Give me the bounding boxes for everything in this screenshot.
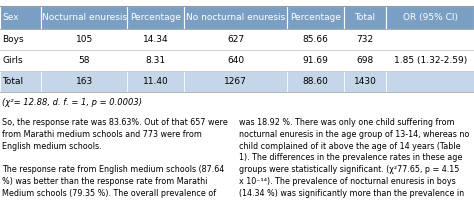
Text: 698: 698	[356, 56, 374, 65]
Bar	[287, 29, 344, 50]
Text: Boys: Boys	[2, 35, 24, 44]
Bar	[184, 50, 287, 71]
Text: So, the response rate was 83.63%. Out of that 657 were
from Marathi medium schoo: So, the response rate was 83.63%. Out of…	[2, 118, 235, 200]
Bar	[386, 50, 474, 71]
Bar	[386, 71, 474, 92]
Text: (χ²= 12.88, d. f. = 1, p = 0.0003): (χ²= 12.88, d. f. = 1, p = 0.0003)	[2, 98, 142, 107]
Text: 105: 105	[76, 35, 93, 44]
Text: 88.60: 88.60	[302, 77, 328, 86]
Text: 91.69: 91.69	[302, 56, 328, 65]
Text: Nocturnal enuresis: Nocturnal enuresis	[42, 13, 127, 22]
Bar	[0, 29, 42, 50]
Text: 1430: 1430	[354, 77, 376, 86]
Bar	[287, 6, 344, 29]
Bar	[344, 6, 386, 29]
Bar	[184, 71, 287, 92]
Bar	[344, 29, 386, 50]
Bar	[184, 6, 287, 29]
Text: OR (95% CI): OR (95% CI)	[402, 13, 458, 22]
Bar	[128, 29, 184, 50]
Bar	[344, 71, 386, 92]
Text: was 18.92 %. There was only one child suffering from
nocturnal enuresis in the a: was 18.92 %. There was only one child su…	[239, 118, 470, 200]
Bar	[287, 50, 344, 71]
Bar	[128, 71, 184, 92]
Bar	[128, 6, 184, 29]
Text: Total: Total	[2, 77, 24, 86]
Bar	[0, 50, 42, 71]
Text: 640: 640	[227, 56, 244, 65]
Text: 163: 163	[76, 77, 93, 86]
Bar	[287, 71, 344, 92]
Bar	[386, 6, 474, 29]
Bar	[42, 50, 128, 71]
Text: 11.40: 11.40	[143, 77, 168, 86]
Text: 14.34: 14.34	[143, 35, 168, 44]
Bar	[42, 71, 128, 92]
Text: Percentage: Percentage	[130, 13, 181, 22]
Text: Total: Total	[355, 13, 375, 22]
Bar	[184, 29, 287, 50]
Bar	[128, 50, 184, 71]
Text: 8.31: 8.31	[146, 56, 165, 65]
Text: 85.66: 85.66	[302, 35, 328, 44]
Text: 1.85 (1.32-2.59): 1.85 (1.32-2.59)	[393, 56, 467, 65]
Bar	[0, 71, 42, 92]
Bar	[42, 29, 128, 50]
Text: Percentage: Percentage	[290, 13, 341, 22]
Text: 732: 732	[356, 35, 374, 44]
Bar	[344, 50, 386, 71]
Text: Sex: Sex	[2, 13, 19, 22]
Text: 1267: 1267	[224, 77, 247, 86]
Bar	[42, 6, 128, 29]
Bar	[0, 6, 42, 29]
Text: 58: 58	[79, 56, 90, 65]
Text: 627: 627	[227, 35, 244, 44]
Text: Girls: Girls	[2, 56, 23, 65]
Bar	[386, 29, 474, 50]
Text: No nocturnal enuresis: No nocturnal enuresis	[186, 13, 285, 22]
